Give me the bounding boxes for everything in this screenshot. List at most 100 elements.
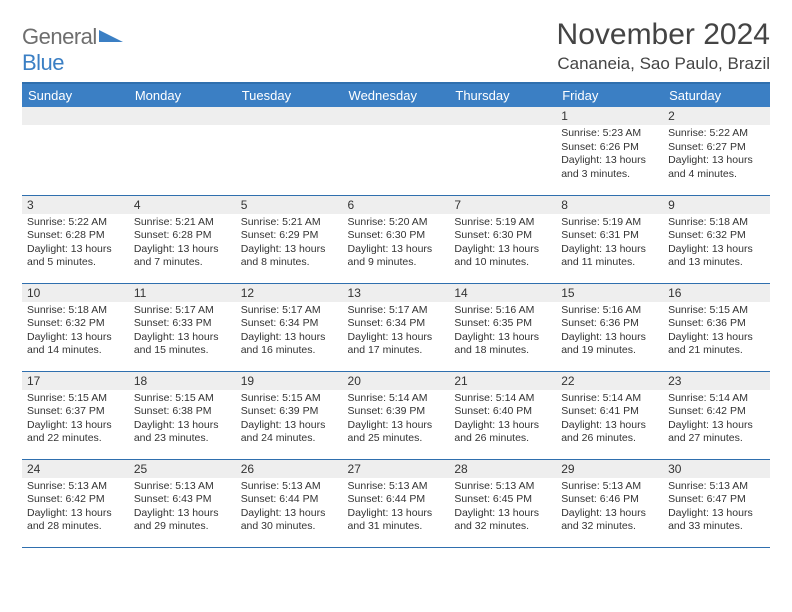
day-details: Sunrise: 5:19 AMSunset: 6:31 PMDaylight:… — [556, 214, 663, 275]
day-number: 4 — [129, 196, 236, 214]
day-details: Sunrise: 5:18 AMSunset: 6:32 PMDaylight:… — [663, 214, 770, 275]
day-cell: 5Sunrise: 5:21 AMSunset: 6:29 PMDaylight… — [236, 195, 343, 283]
daylight-line: Daylight: 13 hours and 5 minutes. — [27, 243, 124, 270]
sunset-line: Sunset: 6:36 PM — [668, 317, 765, 331]
sunrise-line: Sunrise: 5:15 AM — [668, 304, 765, 318]
day-cell: 30Sunrise: 5:13 AMSunset: 6:47 PMDayligh… — [663, 459, 770, 547]
day-cell: 21Sunrise: 5:14 AMSunset: 6:40 PMDayligh… — [449, 371, 556, 459]
month-title: November 2024 — [557, 18, 770, 52]
week-row: 17Sunrise: 5:15 AMSunset: 6:37 PMDayligh… — [22, 371, 770, 459]
sunset-line: Sunset: 6:42 PM — [27, 493, 124, 507]
day-cell: 26Sunrise: 5:13 AMSunset: 6:44 PMDayligh… — [236, 459, 343, 547]
sunrise-line: Sunrise: 5:14 AM — [454, 392, 551, 406]
daylight-line: Daylight: 13 hours and 24 minutes. — [241, 419, 338, 446]
sunrise-line: Sunrise: 5:16 AM — [454, 304, 551, 318]
day-number: 29 — [556, 460, 663, 478]
sunrise-line: Sunrise: 5:13 AM — [241, 480, 338, 494]
sunrise-line: Sunrise: 5:14 AM — [348, 392, 445, 406]
day-number: 25 — [129, 460, 236, 478]
day-number: 1 — [556, 107, 663, 125]
daylight-line: Daylight: 13 hours and 10 minutes. — [454, 243, 551, 270]
day-number: 28 — [449, 460, 556, 478]
daylight-line: Daylight: 13 hours and 31 minutes. — [348, 507, 445, 534]
day-details: Sunrise: 5:13 AMSunset: 6:44 PMDaylight:… — [343, 478, 450, 539]
day-cell: 3Sunrise: 5:22 AMSunset: 6:28 PMDaylight… — [22, 195, 129, 283]
day-details: Sunrise: 5:13 AMSunset: 6:42 PMDaylight:… — [22, 478, 129, 539]
day-number: 24 — [22, 460, 129, 478]
day-cell: 15Sunrise: 5:16 AMSunset: 6:36 PMDayligh… — [556, 283, 663, 371]
day-number: 8 — [556, 196, 663, 214]
day-details: Sunrise: 5:23 AMSunset: 6:26 PMDaylight:… — [556, 125, 663, 186]
day-number: 26 — [236, 460, 343, 478]
day-details: Sunrise: 5:15 AMSunset: 6:37 PMDaylight:… — [22, 390, 129, 451]
day-details: Sunrise: 5:15 AMSunset: 6:38 PMDaylight:… — [129, 390, 236, 451]
day-number: 15 — [556, 284, 663, 302]
daylight-line: Daylight: 13 hours and 16 minutes. — [241, 331, 338, 358]
sunset-line: Sunset: 6:44 PM — [241, 493, 338, 507]
sunset-line: Sunset: 6:39 PM — [241, 405, 338, 419]
week-row: 1Sunrise: 5:23 AMSunset: 6:26 PMDaylight… — [22, 107, 770, 195]
day-number: 13 — [343, 284, 450, 302]
day-number — [236, 107, 343, 125]
day-details: Sunrise: 5:17 AMSunset: 6:34 PMDaylight:… — [343, 302, 450, 363]
day-cell: 9Sunrise: 5:18 AMSunset: 6:32 PMDaylight… — [663, 195, 770, 283]
day-number: 5 — [236, 196, 343, 214]
brand-word-blue: Blue — [22, 50, 64, 75]
day-number — [129, 107, 236, 125]
sunrise-line: Sunrise: 5:22 AM — [668, 127, 765, 141]
sunrise-line: Sunrise: 5:18 AM — [27, 304, 124, 318]
day-number: 7 — [449, 196, 556, 214]
daylight-line: Daylight: 13 hours and 30 minutes. — [241, 507, 338, 534]
day-details: Sunrise: 5:17 AMSunset: 6:33 PMDaylight:… — [129, 302, 236, 363]
sunset-line: Sunset: 6:37 PM — [27, 405, 124, 419]
sunset-line: Sunset: 6:47 PM — [668, 493, 765, 507]
day-details: Sunrise: 5:16 AMSunset: 6:35 PMDaylight:… — [449, 302, 556, 363]
day-number — [22, 107, 129, 125]
bottom-rule — [22, 547, 770, 548]
location-text: Cananeia, Sao Paulo, Brazil — [557, 54, 770, 74]
daylight-line: Daylight: 13 hours and 26 minutes. — [561, 419, 658, 446]
week-row: 24Sunrise: 5:13 AMSunset: 6:42 PMDayligh… — [22, 459, 770, 547]
sunset-line: Sunset: 6:43 PM — [134, 493, 231, 507]
day-number: 14 — [449, 284, 556, 302]
sunset-line: Sunset: 6:42 PM — [668, 405, 765, 419]
day-details: Sunrise: 5:21 AMSunset: 6:29 PMDaylight:… — [236, 214, 343, 275]
sunrise-line: Sunrise: 5:14 AM — [668, 392, 765, 406]
day-number: 17 — [22, 372, 129, 390]
sunrise-line: Sunrise: 5:15 AM — [134, 392, 231, 406]
brand-flag-icon — [99, 28, 125, 44]
daylight-line: Daylight: 13 hours and 15 minutes. — [134, 331, 231, 358]
sunset-line: Sunset: 6:27 PM — [668, 141, 765, 155]
day-cell: 14Sunrise: 5:16 AMSunset: 6:35 PMDayligh… — [449, 283, 556, 371]
week-row: 10Sunrise: 5:18 AMSunset: 6:32 PMDayligh… — [22, 283, 770, 371]
dow-sunday: Sunday — [22, 83, 129, 107]
sunrise-line: Sunrise: 5:18 AM — [668, 216, 765, 230]
daylight-line: Daylight: 13 hours and 33 minutes. — [668, 507, 765, 534]
day-number: 2 — [663, 107, 770, 125]
sunset-line: Sunset: 6:41 PM — [561, 405, 658, 419]
sunrise-line: Sunrise: 5:13 AM — [348, 480, 445, 494]
day-number: 19 — [236, 372, 343, 390]
day-cell: 12Sunrise: 5:17 AMSunset: 6:34 PMDayligh… — [236, 283, 343, 371]
sunrise-line: Sunrise: 5:13 AM — [668, 480, 765, 494]
daylight-line: Daylight: 13 hours and 11 minutes. — [561, 243, 658, 270]
day-details: Sunrise: 5:13 AMSunset: 6:44 PMDaylight:… — [236, 478, 343, 539]
sunset-line: Sunset: 6:35 PM — [454, 317, 551, 331]
sunrise-line: Sunrise: 5:23 AM — [561, 127, 658, 141]
day-details: Sunrise: 5:17 AMSunset: 6:34 PMDaylight:… — [236, 302, 343, 363]
day-number: 18 — [129, 372, 236, 390]
day-cell: 18Sunrise: 5:15 AMSunset: 6:38 PMDayligh… — [129, 371, 236, 459]
sunset-line: Sunset: 6:40 PM — [454, 405, 551, 419]
daylight-line: Daylight: 13 hours and 13 minutes. — [668, 243, 765, 270]
sunset-line: Sunset: 6:34 PM — [348, 317, 445, 331]
daylight-line: Daylight: 13 hours and 9 minutes. — [348, 243, 445, 270]
header: General Blue November 2024 Cananeia, Sao… — [22, 18, 770, 76]
day-number: 11 — [129, 284, 236, 302]
calendar-table: Sunday Monday Tuesday Wednesday Thursday… — [22, 82, 770, 547]
daylight-line: Daylight: 13 hours and 18 minutes. — [454, 331, 551, 358]
day-details: Sunrise: 5:18 AMSunset: 6:32 PMDaylight:… — [22, 302, 129, 363]
day-number — [449, 107, 556, 125]
dow-thursday: Thursday — [449, 83, 556, 107]
day-cell: 6Sunrise: 5:20 AMSunset: 6:30 PMDaylight… — [343, 195, 450, 283]
brand-word-general: General — [22, 24, 97, 49]
